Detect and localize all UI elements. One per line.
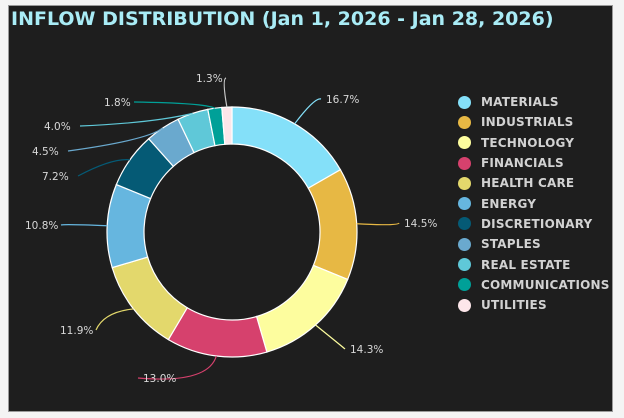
legend-label: MATERIALS xyxy=(481,95,559,110)
legend-label: DISCRETIONARY xyxy=(481,216,593,231)
legend-swatch xyxy=(458,278,471,292)
legend-swatch xyxy=(458,136,471,150)
slice-energy[interactable] xyxy=(106,183,152,269)
legend-swatch xyxy=(458,197,471,211)
data-label: 11.9% xyxy=(60,325,93,337)
legend-swatch xyxy=(458,217,471,231)
legend-item[interactable]: TECHNOLOGY xyxy=(458,133,610,153)
leader-line xyxy=(137,355,217,380)
data-label: 1.3% xyxy=(196,73,223,85)
leader-line xyxy=(315,324,346,350)
slice-technology[interactable] xyxy=(255,264,349,353)
legend-label: INDUSTRIALS xyxy=(481,115,574,130)
legend-item[interactable]: ENERGY xyxy=(458,193,610,213)
data-label: 7.2% xyxy=(42,171,69,183)
leader-line xyxy=(95,308,134,331)
legend-item[interactable]: REAL ESTATE xyxy=(458,254,610,274)
legend-item[interactable]: DISCRETIONARY xyxy=(458,214,610,234)
data-label: 10.8% xyxy=(25,220,58,232)
leader-line xyxy=(67,127,164,152)
legend-swatch xyxy=(458,237,471,251)
chart-title: INFLOW DISTRIBUTION (Jan 1, 2026 - Jan 2… xyxy=(11,8,554,30)
data-label: 14.3% xyxy=(350,344,383,356)
legend-swatch xyxy=(458,95,471,109)
legend-item[interactable]: STAPLES xyxy=(458,234,610,254)
legend-label: COMMUNICATIONS xyxy=(481,277,610,292)
legend: MATERIALS INDUSTRIALS TECHNOLOGY FINANCIALS… xyxy=(458,92,610,315)
legend-item[interactable]: FINANCIALS xyxy=(458,153,610,173)
data-label: 16.7% xyxy=(326,94,359,106)
legend-swatch xyxy=(458,115,471,129)
leader-line xyxy=(60,224,108,227)
data-label: 14.5% xyxy=(404,218,437,230)
leader-line xyxy=(294,98,322,125)
leader-line xyxy=(133,101,216,109)
legend-label: UTILITIES xyxy=(481,298,547,313)
slice-industrials[interactable] xyxy=(307,168,358,281)
legend-label: ENERGY xyxy=(481,196,537,211)
legend-swatch xyxy=(458,156,471,170)
legend-item[interactable]: HEALTH CARE xyxy=(458,173,610,193)
leader-line xyxy=(77,159,131,177)
leader-line xyxy=(223,77,228,108)
legend-label: STAPLES xyxy=(481,237,541,252)
data-label: 4.5% xyxy=(32,146,59,158)
legend-label: FINANCIALS xyxy=(481,156,564,171)
legend-item[interactable]: MATERIALS xyxy=(458,92,610,112)
slice-materials[interactable] xyxy=(231,106,342,189)
leader-line xyxy=(356,222,400,226)
data-label: 13.0% xyxy=(143,373,176,385)
slice-utilities[interactable] xyxy=(221,106,233,145)
legend-label: TECHNOLOGY xyxy=(481,135,575,150)
legend-label: REAL ESTATE xyxy=(481,257,571,272)
legend-item[interactable]: INDUSTRIALS xyxy=(458,112,610,132)
leader-line xyxy=(79,112,193,127)
data-label: 1.8% xyxy=(104,97,131,109)
legend-item[interactable]: COMMUNICATIONS xyxy=(458,275,610,295)
legend-item[interactable]: UTILITIES xyxy=(458,295,610,315)
data-label: 4.0% xyxy=(44,121,71,133)
legend-label: HEALTH CARE xyxy=(481,176,575,191)
slice-health-care[interactable] xyxy=(111,256,189,341)
legend-swatch xyxy=(458,298,471,312)
legend-swatch xyxy=(458,176,471,190)
legend-swatch xyxy=(458,258,471,272)
